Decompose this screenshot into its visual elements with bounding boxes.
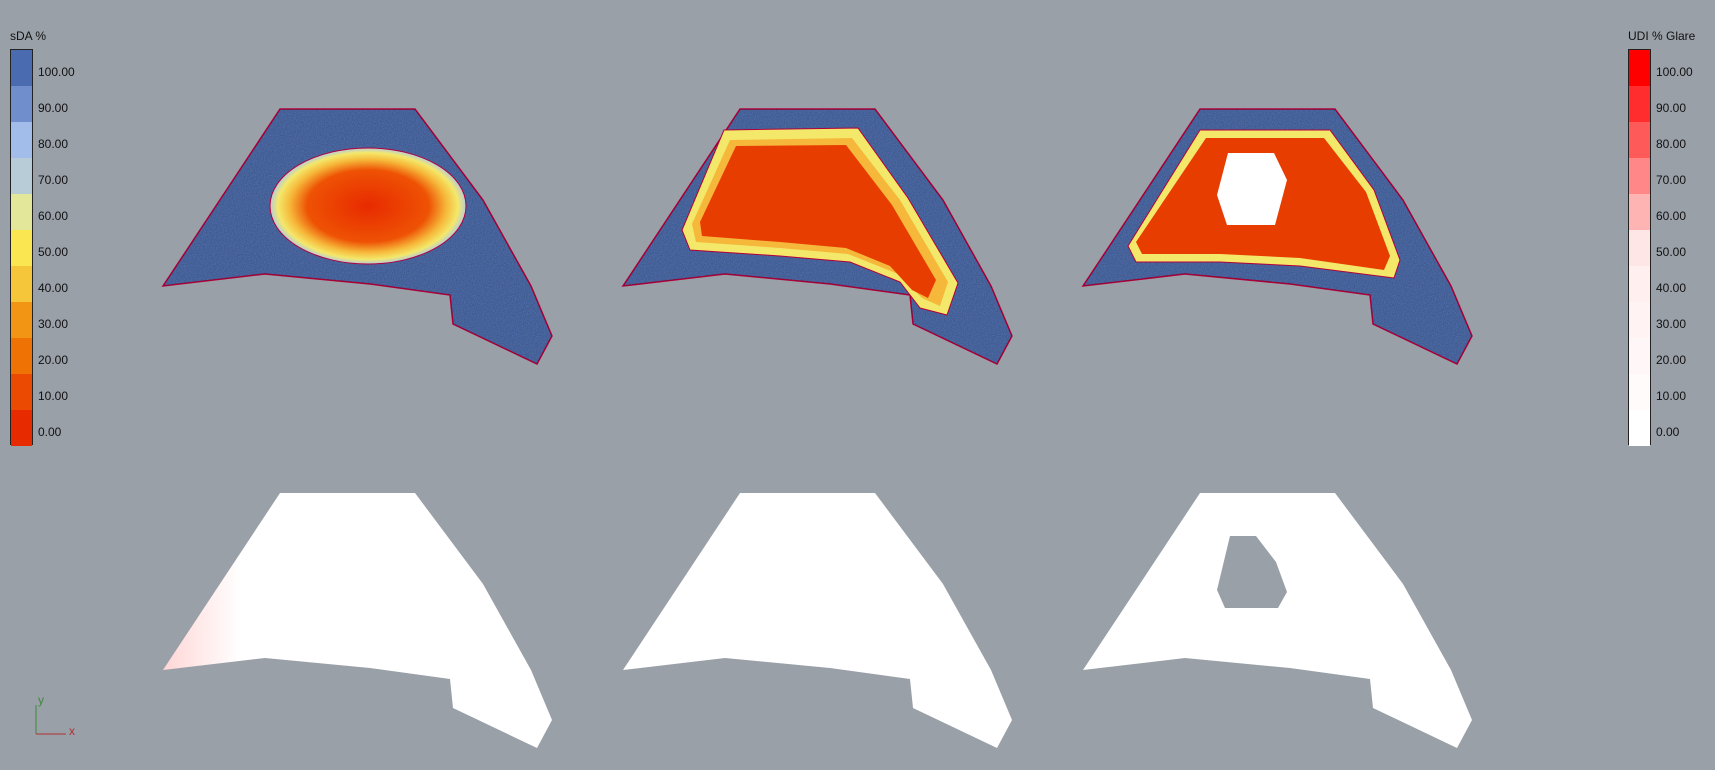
udi-glare-legend-tick-label: 10.00 — [1656, 389, 1687, 403]
udi-glare-legend-tick-label: 0.00 — [1656, 425, 1680, 439]
sda-legend-tick-label: 20.00 — [38, 353, 69, 367]
udi-glare-legend-tick-label: 20.00 — [1656, 353, 1687, 367]
udi-glare-legend-tick-label: 60.00 — [1656, 209, 1687, 223]
udi-glare-legend-tick-label: 40.00 — [1656, 281, 1687, 295]
sda-legend-tick-label: 100.00 — [38, 65, 75, 79]
sda-legend-swatch — [11, 158, 32, 194]
sda-map-2 — [621, 108, 1013, 365]
udi-glare-legend-tick-label: 100.00 — [1656, 65, 1693, 79]
sda-color-bar — [10, 49, 33, 446]
udi-glare-legend-swatch — [1629, 410, 1650, 446]
daylit-zone — [269, 147, 467, 265]
udi-glare-legend-tick-label: 90.00 — [1656, 101, 1687, 115]
udi-glare-color-bar — [1628, 49, 1651, 446]
x-axis-label: x — [69, 724, 75, 738]
udi-glare-map-3 — [1083, 493, 1472, 748]
sda-legend-tick-label: 60.00 — [38, 209, 69, 223]
sda-legend-swatch — [11, 374, 32, 410]
udi-glare-legend-tick-label: 50.00 — [1656, 245, 1687, 259]
sda-legend-title: sDA % — [10, 29, 47, 43]
udi-glare-map-1 — [163, 493, 552, 748]
sda-legend-tick-label: 10.00 — [38, 389, 69, 403]
floor-plate — [1083, 493, 1472, 748]
udi-glare-legend-tick-label: 70.00 — [1656, 173, 1687, 187]
floor-plate — [623, 493, 1012, 748]
sda-legend-tick-label: 90.00 — [38, 101, 69, 115]
sda-map-3 — [1081, 108, 1473, 365]
sda-legend-swatch — [11, 122, 32, 158]
atrium-void — [1217, 536, 1287, 608]
udi-glare-legend-swatch — [1629, 338, 1650, 374]
udi-glare-legend-tick-label: 30.00 — [1656, 317, 1687, 331]
udi-glare-legend-swatch — [1629, 158, 1650, 194]
udi-glare-legend-swatch — [1629, 374, 1650, 410]
sda-legend-tick-label: 70.00 — [38, 173, 69, 187]
udi-glare-legend-swatch — [1629, 86, 1650, 122]
udi-glare-legend-swatch — [1629, 230, 1650, 266]
sda-legend-swatch — [11, 266, 32, 302]
sda-legend-tick-label: 80.00 — [38, 137, 69, 151]
sda-legend-tick-label: 50.00 — [38, 245, 69, 259]
sda-legend-swatch — [11, 410, 32, 446]
udi-glare-legend-tick-label: 80.00 — [1656, 137, 1687, 151]
axis-gizmo: y x — [35, 693, 75, 738]
udi-glare-legend-swatch — [1629, 122, 1650, 158]
sda-legend-swatch — [11, 50, 32, 86]
sda-legend-swatch — [11, 302, 32, 338]
sda-legend-swatch — [11, 338, 32, 374]
y-axis-label: y — [38, 693, 44, 707]
sda-legend-swatch — [11, 194, 32, 230]
sda-legend-tick-label: 0.00 — [38, 425, 62, 439]
sda-legend-swatch — [11, 230, 32, 266]
udi-glare-legend-title: UDI % Glare — [1628, 29, 1696, 43]
sda-legend-swatch — [11, 86, 32, 122]
sda-map-1 — [161, 108, 553, 365]
udi-glare-legend-swatch — [1629, 194, 1650, 230]
udi-glare-legend-swatch — [1629, 50, 1650, 86]
udi-glare-legend-swatch — [1629, 302, 1650, 338]
udi-glare-legend-swatch — [1629, 266, 1650, 302]
atrium-void — [1217, 153, 1287, 225]
sda-legend-tick-label: 40.00 — [38, 281, 69, 295]
floor-plate — [163, 493, 552, 748]
sda-legend-tick-label: 30.00 — [38, 317, 69, 331]
udi-glare-map-2 — [623, 493, 1012, 748]
